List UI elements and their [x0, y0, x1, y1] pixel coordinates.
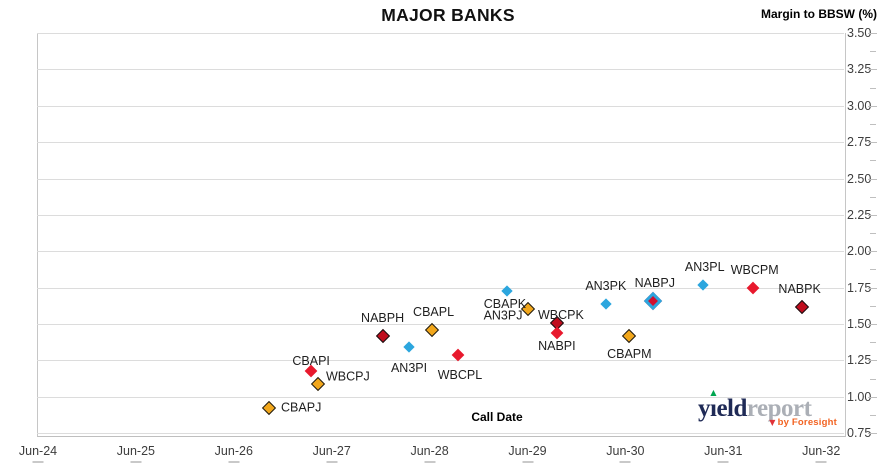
yieldreport-wordmark: yı ▲ eldreport [698, 388, 843, 422]
y-major-tick [868, 287, 877, 289]
x-tick-label: Jun-25 [116, 444, 156, 458]
gridline [37, 214, 844, 216]
gridline [37, 142, 844, 144]
y-tick-label: 1.00 [847, 389, 872, 404]
gridline [37, 360, 844, 362]
y-minor-tick [870, 414, 876, 416]
x-tick [130, 461, 142, 463]
point-label-nabpi: NABPI [538, 338, 576, 353]
x-tick [522, 461, 533, 463]
x-tick-label: Jun-27 [312, 444, 351, 458]
x-tick-label: Jun-29 [508, 444, 547, 458]
y-minor-tick [870, 233, 876, 235]
point-label-cbapj: CBAPJ [281, 400, 322, 415]
x-tick [326, 461, 338, 463]
x-tick-label: Jun-31 [704, 444, 743, 458]
point-label-wbcpm: WBCPM [730, 262, 779, 277]
gridline [37, 69, 844, 71]
point-label-cbapk: CBAPK [483, 296, 527, 311]
point-label-an3pj: AN3PJ [483, 308, 523, 323]
y-tick-label: 3.00 [847, 98, 872, 113]
point-label-an3pi: AN3PI [390, 361, 428, 376]
y-tick-label: 1.50 [847, 317, 872, 331]
chart-title: MAJOR BANKS [381, 5, 515, 25]
x-axis-title: Call Date [471, 410, 523, 424]
point-label-cbapm: CBAPM [607, 346, 652, 361]
point-label-cbapl: CBAPL [413, 304, 455, 319]
x-tick [815, 461, 827, 463]
gridline [37, 251, 844, 253]
x-tick [619, 461, 631, 463]
x-tick [717, 461, 729, 463]
point-label-wbcpk: WBCPK [537, 307, 584, 322]
gridline [37, 287, 844, 289]
y-tick-label: 2.75 [847, 135, 872, 150]
point-label-nabpj: NABPJ [634, 275, 675, 290]
gridline [37, 324, 844, 325]
point-label-an3pl: AN3PL [684, 259, 725, 274]
y-tick-label: 1.25 [847, 353, 872, 368]
x-tick-label: Jun-32 [802, 444, 841, 458]
gridline [37, 396, 844, 398]
plot-area [37, 33, 846, 437]
y-major-tick [868, 251, 877, 253]
y-major-tick [868, 360, 877, 362]
x-tick-label: Jun-26 [214, 444, 253, 458]
y-minor-tick [870, 269, 876, 271]
y-major-tick [868, 105, 877, 107]
y-minor-tick [870, 342, 876, 344]
point-label-an3pk: AN3PK [585, 278, 627, 293]
y-minor-tick [870, 305, 876, 307]
y-minor-tick [870, 378, 876, 380]
point-label-wbcpj: WBCPJ [325, 369, 370, 384]
x-tick [228, 461, 240, 463]
point-label-nabpk: NABPK [778, 281, 821, 296]
y-major-tick [868, 324, 877, 325]
y-tick-label: 0.75 [847, 426, 872, 441]
logo-report-text: report [746, 395, 812, 422]
y-tick-label: 1.75 [847, 280, 872, 295]
y-minor-tick [870, 196, 876, 198]
y-axis-title: Margin to BBSW (%) [761, 7, 877, 21]
logo-tagline: ▼ by Foresight [769, 417, 837, 428]
x-tick-label: Jun-30 [606, 444, 645, 458]
y-tick-label: 3.25 [847, 62, 872, 77]
y-major-tick [868, 33, 877, 34]
y-tick-label: 2.00 [847, 244, 872, 259]
x-tick [424, 461, 436, 463]
y-major-tick [868, 178, 877, 180]
point-label-cbapi: CBAPI [292, 353, 330, 368]
logo-down-triangle-icon: ▼ [769, 418, 776, 427]
logo-up-triangle-icon: ▲ [710, 388, 717, 397]
y-tick-label: 2.50 [847, 171, 872, 186]
gridline [37, 178, 844, 180]
y-major-tick [868, 396, 877, 398]
gridline [37, 105, 844, 107]
y-tick-label: 3.50 [847, 26, 872, 40]
x-tick-label: Jun-28 [410, 444, 449, 458]
x-tick [32, 461, 44, 463]
y-tick-label: 2.25 [847, 207, 872, 222]
logo-yield-text: yı ▲ eld [698, 388, 747, 422]
y-minor-tick [870, 51, 876, 53]
gridline [37, 433, 844, 435]
yieldreport-logo[interactable]: yı ▲ eldreport ▼ by Foresight [698, 388, 843, 429]
y-major-tick [868, 433, 877, 435]
y-major-tick [868, 142, 877, 144]
point-label-nabph: NABPH [361, 310, 405, 325]
y-minor-tick [870, 123, 876, 125]
y-major-tick [868, 214, 877, 216]
y-major-tick [868, 69, 877, 71]
gridline [37, 33, 844, 34]
y-minor-tick [870, 160, 876, 162]
y-minor-tick [870, 87, 876, 89]
x-tick-label: Jun-24 [18, 444, 58, 458]
point-label-wbcpl: WBCPL [437, 367, 483, 382]
